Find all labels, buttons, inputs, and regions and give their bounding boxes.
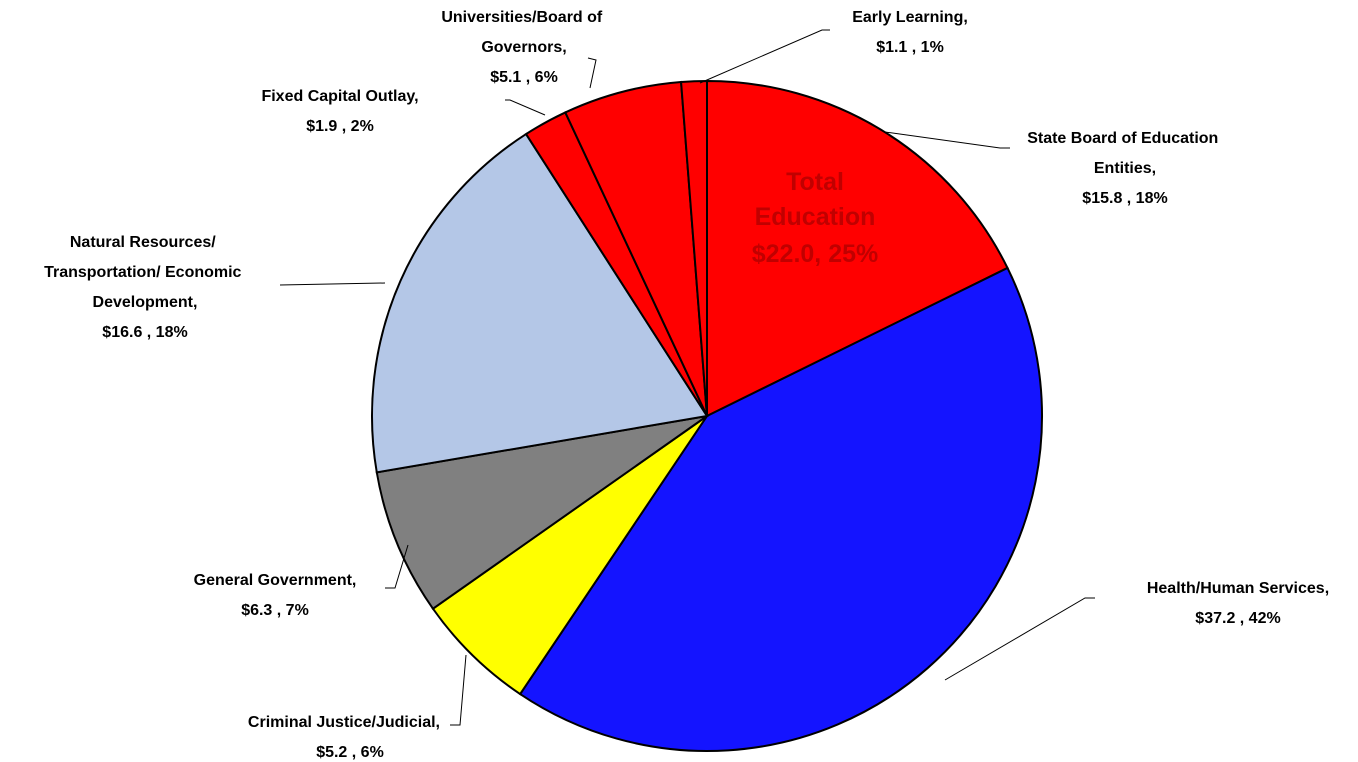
value-label: $1.9 , 2% — [306, 118, 374, 135]
pie-slice — [371, 132, 709, 474]
label-line: Entities, — [1094, 160, 1156, 177]
annotation: Total — [786, 168, 844, 196]
value-label: $15.8 , 18% — [1082, 190, 1167, 207]
value-label: $5.1 , 6% — [490, 69, 558, 86]
annotation: $22.0, 25% — [752, 240, 879, 268]
label-line: Health/Human Services, — [1147, 580, 1329, 597]
slice-label: General Government, — [194, 572, 357, 589]
leader-line — [587, 57, 597, 89]
slice-label: Criminal Justice/Judicial, — [248, 714, 440, 731]
leader-line — [944, 597, 1095, 681]
leader-line — [279, 282, 386, 286]
pie-slice — [679, 79, 708, 417]
label-line: Universities/Board of — [441, 9, 606, 26]
leader-line — [699, 29, 830, 84]
leader-line — [450, 654, 467, 726]
label-line: Fixed Capital Outlay, — [261, 88, 418, 105]
pie — [371, 79, 1044, 753]
label-line: General Government, — [194, 572, 357, 589]
pie-slice — [375, 415, 708, 611]
slice-label: Early Learning, — [852, 9, 968, 26]
label-line: Governors, — [481, 39, 566, 56]
value-label: $37.2 , 42% — [1195, 610, 1280, 627]
value-label: $6.3 , 7% — [241, 602, 309, 619]
label-line: Development, — [93, 294, 198, 311]
label-line: Natural Resources/ — [70, 234, 220, 251]
value-label: $16.6 , 18% — [102, 324, 187, 341]
label-line: Early Learning, — [852, 9, 968, 26]
slice-label: Universities/Board of Governors, — [441, 9, 606, 56]
slice-label: Health/Human Services, — [1147, 580, 1329, 597]
pie-slice — [706, 79, 1009, 418]
annotation: Education — [755, 203, 876, 231]
slice-label: Natural Resources/ Transportation/ Econo… — [44, 234, 246, 311]
label-line: Transportation/ Economic — [44, 264, 246, 281]
leader-line — [884, 131, 1010, 149]
label-line: Criminal Justice/Judicial, — [248, 714, 440, 731]
label-line: State Board of Education — [1027, 130, 1223, 147]
pie-slice — [431, 415, 708, 696]
value-label: $1.1 , 1% — [876, 39, 944, 56]
leader-line — [385, 544, 409, 589]
leader-line — [505, 99, 546, 116]
pie-slice — [518, 266, 1044, 753]
slice-label: Fixed Capital Outlay, — [261, 88, 418, 105]
slice-label: State Board of Education Entities, — [1027, 130, 1223, 177]
leader-lines — [279, 29, 1095, 726]
value-label: $5.2 , 6% — [316, 744, 384, 761]
